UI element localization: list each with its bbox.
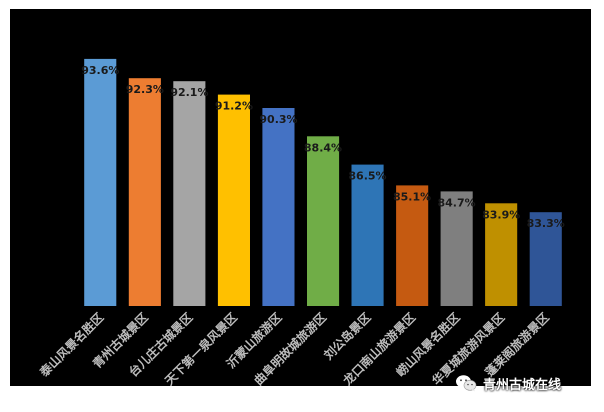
bar bbox=[173, 81, 206, 306]
bar-value-label: 92.3% bbox=[126, 83, 164, 96]
bar-value-label: 92.1% bbox=[170, 86, 208, 99]
bar bbox=[440, 191, 473, 306]
bar-value-label: 88.4% bbox=[304, 141, 342, 154]
bar bbox=[351, 164, 384, 306]
bar bbox=[262, 108, 295, 306]
bar bbox=[128, 78, 161, 306]
bar bbox=[307, 136, 340, 306]
watermark: 青州古城在线 bbox=[455, 372, 561, 394]
bar-value-label: 91.2% bbox=[215, 100, 253, 113]
bar bbox=[485, 203, 518, 306]
value-labels-layer: 93.6% 92.3% 92.1% 91.2% 90.3% 88.4% 86.5% 85.1%… bbox=[81, 64, 565, 230]
bar bbox=[217, 94, 250, 306]
bar-chart: 93.6% 92.3% 92.1% 91.2% 90.3% 88.4% 86.5% 85.1%… bbox=[36, 58, 565, 386]
bar-value-label: 83.9% bbox=[482, 208, 520, 221]
bar bbox=[396, 185, 429, 306]
bar-value-label: 90.3% bbox=[259, 113, 297, 126]
wechat-icon bbox=[456, 375, 477, 392]
bars-layer bbox=[84, 58, 562, 307]
watermark-text: 青州古城在线 bbox=[483, 377, 562, 393]
category-label: 泰山风景名胜区 bbox=[36, 310, 107, 381]
bar-value-label: 86.5% bbox=[348, 170, 386, 183]
bar-value-label: 93.6% bbox=[81, 64, 119, 77]
bar-value-label: 84.7% bbox=[438, 196, 476, 209]
bar bbox=[529, 212, 562, 306]
bar-value-label: 85.1% bbox=[393, 190, 431, 203]
category-label: 曲阜明故城旅游区 bbox=[251, 310, 329, 386]
chart-area: 93.6% 92.3% 92.1% 91.2% 90.3% 88.4% 86.5% 85.1%… bbox=[10, 9, 591, 386]
bar bbox=[84, 58, 117, 307]
category-label: 天下第一泉风景区 bbox=[162, 310, 240, 386]
bar-value-label: 83.3% bbox=[527, 217, 565, 230]
